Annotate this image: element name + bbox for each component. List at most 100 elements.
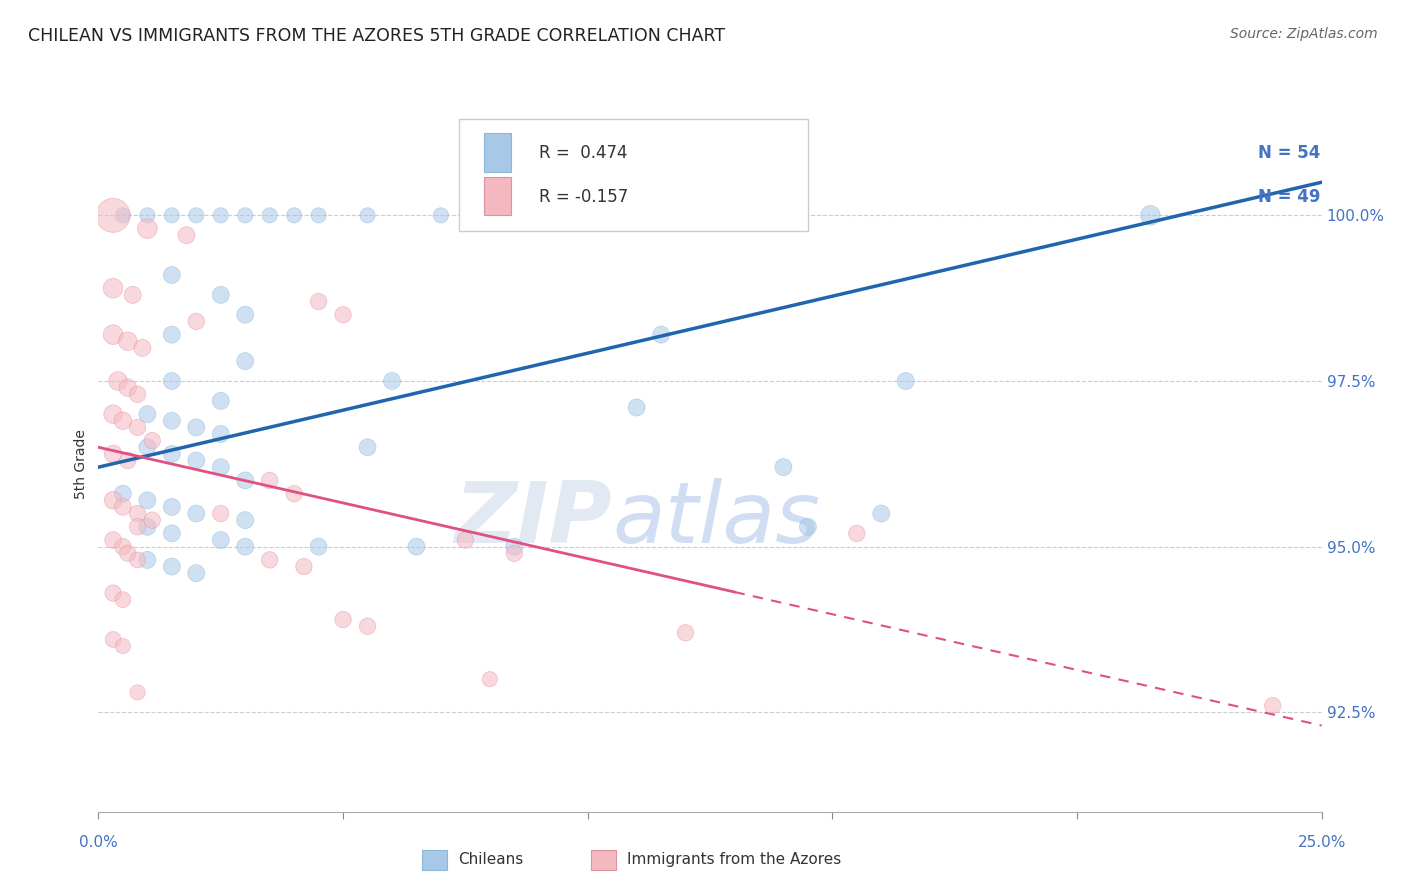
Point <box>127 387 149 401</box>
Point <box>160 268 183 282</box>
Point <box>430 208 453 222</box>
Point <box>381 374 404 388</box>
Point <box>356 440 378 454</box>
Point <box>650 327 672 342</box>
Point <box>454 533 477 547</box>
Point <box>308 294 330 309</box>
Point <box>308 208 330 222</box>
Point <box>101 632 124 647</box>
Point <box>283 208 305 222</box>
Point <box>111 500 134 514</box>
Point <box>356 619 378 633</box>
Point <box>1261 698 1284 713</box>
Point <box>503 546 526 560</box>
Point <box>259 553 281 567</box>
Text: atlas: atlas <box>612 478 820 561</box>
Y-axis label: 5th Grade: 5th Grade <box>75 429 89 499</box>
Point <box>332 613 354 627</box>
Point <box>405 540 427 554</box>
Point <box>209 208 232 222</box>
Text: R =  0.474: R = 0.474 <box>538 144 627 161</box>
Point <box>160 500 183 514</box>
Point <box>136 553 159 567</box>
Point <box>259 474 281 488</box>
Point <box>136 440 159 454</box>
Point <box>111 540 134 554</box>
Point <box>101 533 124 547</box>
Point <box>111 639 134 653</box>
Point <box>209 460 232 475</box>
Point <box>894 374 917 388</box>
Point <box>233 308 256 322</box>
Point <box>186 314 208 328</box>
Point <box>160 327 183 342</box>
Text: R = -0.157: R = -0.157 <box>538 187 628 206</box>
Point <box>136 407 159 421</box>
Point <box>160 414 183 428</box>
Point <box>209 507 232 521</box>
Point <box>527 208 550 222</box>
Point <box>186 420 208 434</box>
Text: 0.0%: 0.0% <box>79 836 118 850</box>
Point <box>136 208 159 222</box>
Point <box>870 507 893 521</box>
Point <box>233 354 256 368</box>
Point <box>209 533 232 547</box>
Point <box>332 308 354 322</box>
Point <box>292 559 315 574</box>
Point <box>845 526 868 541</box>
Point <box>209 288 232 302</box>
Point <box>136 221 159 235</box>
Point <box>160 559 183 574</box>
Point <box>186 507 208 521</box>
Point <box>259 208 281 222</box>
Point <box>233 208 256 222</box>
Point <box>283 486 305 500</box>
Point <box>233 474 256 488</box>
Point <box>111 486 134 500</box>
Point <box>233 513 256 527</box>
Text: N = 54: N = 54 <box>1258 144 1320 161</box>
Text: Chileans: Chileans <box>458 853 523 867</box>
Point <box>117 453 139 467</box>
Point <box>136 520 159 534</box>
Point <box>127 520 149 534</box>
Point <box>101 281 124 295</box>
Text: 25.0%: 25.0% <box>1298 836 1346 850</box>
Point <box>136 493 159 508</box>
Point <box>356 208 378 222</box>
Text: Source: ZipAtlas.com: Source: ZipAtlas.com <box>1230 27 1378 41</box>
Point <box>186 566 208 581</box>
Point <box>117 334 139 349</box>
Point <box>233 540 256 554</box>
Point <box>101 407 124 421</box>
Point <box>675 625 697 640</box>
Text: Immigrants from the Azores: Immigrants from the Azores <box>627 853 841 867</box>
Point <box>101 327 124 342</box>
Point <box>117 381 139 395</box>
Point <box>111 592 134 607</box>
Point <box>141 513 163 527</box>
Point <box>111 208 134 222</box>
Point <box>186 453 208 467</box>
Point <box>797 520 820 534</box>
Point <box>160 374 183 388</box>
Point <box>160 526 183 541</box>
Text: CHILEAN VS IMMIGRANTS FROM THE AZORES 5TH GRADE CORRELATION CHART: CHILEAN VS IMMIGRANTS FROM THE AZORES 5T… <box>28 27 725 45</box>
Point <box>117 546 139 560</box>
Point <box>127 685 149 699</box>
Text: ZIP: ZIP <box>454 478 612 561</box>
Point <box>121 288 143 302</box>
Point <box>131 341 153 355</box>
Point <box>478 672 501 686</box>
Point <box>186 208 208 222</box>
Point <box>1139 208 1161 222</box>
Point <box>127 420 149 434</box>
Point <box>176 228 198 243</box>
Point <box>160 447 183 461</box>
Point <box>111 414 134 428</box>
Point <box>503 540 526 554</box>
Point <box>101 586 124 600</box>
Point <box>209 393 232 408</box>
Point <box>626 401 648 415</box>
